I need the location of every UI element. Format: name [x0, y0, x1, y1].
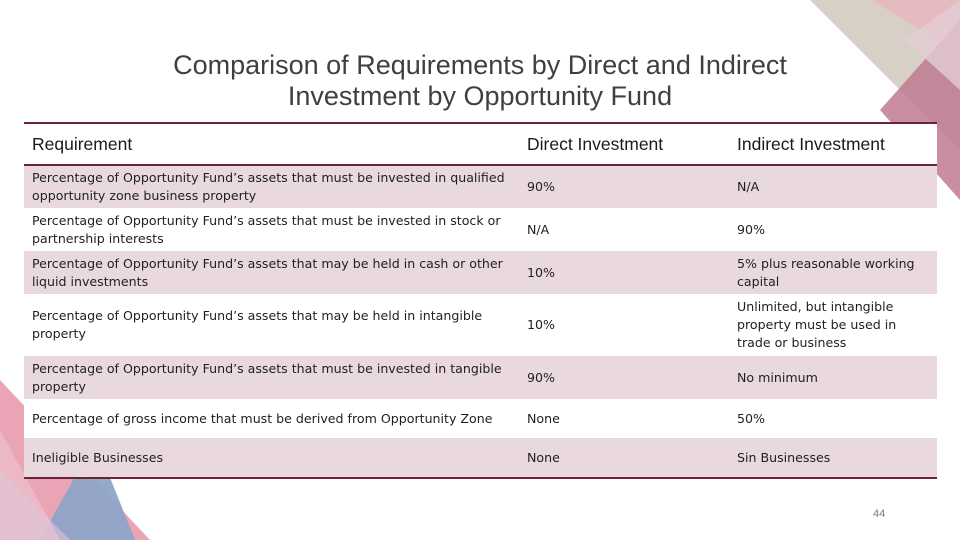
table-row: Percentage of Opportunity Fund’s assets …	[24, 251, 937, 294]
table-row: Percentage of gross income that must be …	[24, 399, 937, 438]
slide-title-line-2: Investment by Opportunity Fund	[287, 81, 673, 111]
slide-title: Comparison of Requirements by Direct and…	[0, 50, 960, 112]
cell-direct: None	[519, 399, 729, 438]
cell-direct: 90%	[519, 165, 729, 208]
cell-direct: 10%	[519, 251, 729, 294]
table-row: Percentage of Opportunity Fund’s assets …	[24, 294, 937, 356]
cell-requirement: Ineligible Businesses	[24, 438, 519, 479]
slide-title-line-1: Comparison of Requirements by Direct and…	[173, 50, 787, 80]
header-indirect-investment: Indirect Investment	[729, 122, 937, 166]
deco-triangle-pale	[0, 430, 60, 540]
cell-indirect: N/A	[729, 165, 937, 208]
cell-indirect: 90%	[729, 208, 937, 251]
cell-requirement: Percentage of Opportunity Fund’s assets …	[24, 251, 519, 294]
cell-direct: 90%	[519, 356, 729, 399]
deco-triangle-blue	[40, 440, 135, 540]
header-direct-investment: Direct Investment	[519, 122, 729, 166]
cell-indirect: Unlimited, but intangible property must …	[729, 294, 937, 356]
cell-direct: 10%	[519, 294, 729, 356]
header-requirement: Requirement	[24, 122, 519, 166]
cell-requirement: Percentage of Opportunity Fund’s assets …	[24, 208, 519, 251]
requirements-comparison-table: Requirement Direct Investment Indirect I…	[24, 122, 937, 479]
deco-triangle-light	[905, 0, 960, 90]
table-row: Ineligible Businesses None Sin Businesse…	[24, 438, 937, 479]
cell-indirect: 5% plus reasonable working capital	[729, 251, 937, 294]
table-row: Percentage of Opportunity Fund’s assets …	[24, 356, 937, 399]
cell-direct: N/A	[519, 208, 729, 251]
cell-requirement: Percentage of Opportunity Fund’s assets …	[24, 356, 519, 399]
table-row: Percentage of Opportunity Fund’s assets …	[24, 165, 937, 208]
table-row: Percentage of Opportunity Fund’s assets …	[24, 208, 937, 251]
page-number: 44	[873, 508, 886, 520]
cell-requirement: Percentage of Opportunity Fund’s assets …	[24, 294, 519, 356]
cell-direct: None	[519, 438, 729, 479]
cell-indirect: 50%	[729, 399, 937, 438]
cell-indirect: Sin Businesses	[729, 438, 937, 479]
cell-indirect: No minimum	[729, 356, 937, 399]
table-header-row: Requirement Direct Investment Indirect I…	[24, 122, 937, 166]
cell-requirement: Percentage of gross income that must be …	[24, 399, 519, 438]
cell-requirement: Percentage of Opportunity Fund’s assets …	[24, 165, 519, 208]
